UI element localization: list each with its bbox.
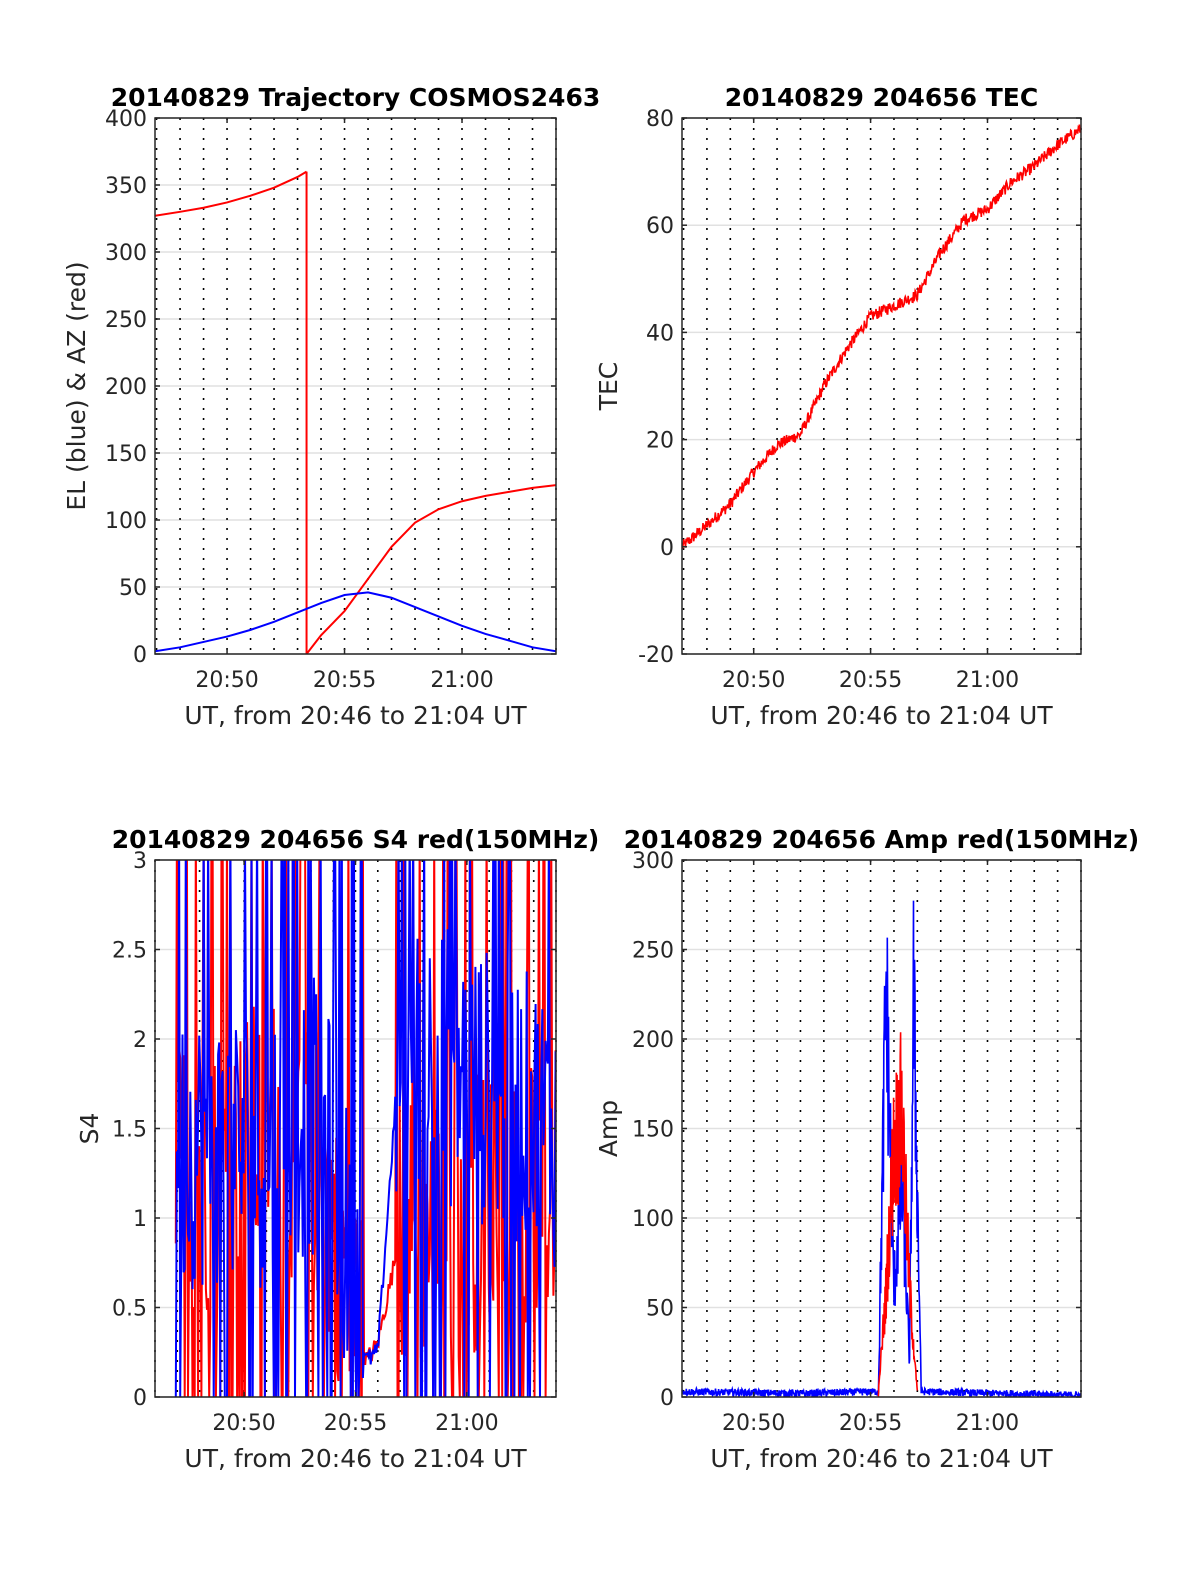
y-tick-label: 50 xyxy=(646,1297,674,1322)
y-tick-label: 50 xyxy=(119,576,147,601)
chart-s4: 0 0.5 1 1.5 2 2.5 3 20:50 20:55 21:00 20140829 204… xyxy=(75,825,600,1473)
y-tick-label: 250 xyxy=(632,939,674,964)
series-line xyxy=(174,860,556,1397)
series-line xyxy=(305,484,556,654)
y-axis-label: EL (blue) & AZ (red) xyxy=(62,261,91,510)
x-tick-label: 20:50 xyxy=(722,668,785,693)
x-tick-label: 20:55 xyxy=(324,1411,387,1436)
y-axis-label: S4 xyxy=(75,1113,104,1145)
x-axis-label: UT, from 20:46 to 21:04 UT xyxy=(710,1444,1053,1473)
y-tick-label: 20 xyxy=(646,429,674,454)
series-line xyxy=(877,1032,919,1397)
x-tick-label: 21:00 xyxy=(956,668,1019,693)
y-tick-label: 0 xyxy=(660,1386,674,1411)
y-tick-label: 0 xyxy=(133,1386,147,1411)
x-axis-label: UT, from 20:46 to 21:04 UT xyxy=(184,701,527,730)
x-axis-label: UT, from 20:46 to 21:04 UT xyxy=(710,701,1053,730)
y-tick-label: 350 xyxy=(105,174,147,199)
y-axis-label: Amp xyxy=(594,1100,623,1157)
x-tick-label: 21:00 xyxy=(956,1411,1019,1436)
chart-amp: 0 50 100 150 200 250 300 20:50 20:55 21:00 2014082… xyxy=(594,825,1139,1473)
y-tick-label: 150 xyxy=(105,442,147,467)
chart-title: 20140829 204656 S4 red(150MHz) xyxy=(112,825,600,854)
x-tick-label: 20:50 xyxy=(195,668,258,693)
y-tick-label: 300 xyxy=(105,241,147,266)
y-tick-label: 400 xyxy=(105,107,147,132)
series-line xyxy=(155,170,308,217)
x-tick-label: 20:50 xyxy=(212,1411,275,1436)
x-tick-label: 20:50 xyxy=(722,1411,785,1436)
x-tick-label: 21:00 xyxy=(435,1411,498,1436)
chart-title: 20140829 204656 TEC xyxy=(725,83,1038,112)
y-tick-label: 0 xyxy=(133,643,147,668)
x-tick-label: 20:55 xyxy=(839,668,902,693)
series-line xyxy=(682,124,1081,549)
y-tick-label: 100 xyxy=(632,1207,674,1232)
chart-title: 20140829 204656 Amp red(150MHz) xyxy=(624,825,1140,854)
y-tick-label: 0.5 xyxy=(112,1297,147,1322)
y-tick-label: 300 xyxy=(632,849,674,874)
y-tick-label: 200 xyxy=(105,375,147,400)
x-axis-label: UT, from 20:46 to 21:04 UT xyxy=(184,1444,527,1473)
y-tick-label: 250 xyxy=(105,308,147,333)
y-axis-label: TEC xyxy=(594,362,623,412)
x-tick-label: 20:55 xyxy=(839,1411,902,1436)
y-tick-label: 40 xyxy=(646,321,674,346)
y-tick-label: 200 xyxy=(632,1028,674,1053)
y-tick-label: 100 xyxy=(105,509,147,534)
chart-title: 20140829 Trajectory COSMOS2463 xyxy=(111,83,601,112)
y-tick-label: 80 xyxy=(646,107,674,132)
y-tick-label: 0 xyxy=(660,536,674,561)
y-tick-label: 150 xyxy=(632,1118,674,1143)
series-line xyxy=(174,860,556,1397)
axes-box xyxy=(681,117,1082,655)
y-tick-label: 1 xyxy=(133,1207,147,1232)
y-tick-label: 3 xyxy=(133,849,147,874)
y-tick-label: 2.5 xyxy=(112,939,147,964)
x-tick-label: 21:00 xyxy=(430,668,493,693)
series-line xyxy=(155,591,556,653)
y-tick-label: 1.5 xyxy=(112,1118,147,1143)
series-line xyxy=(682,900,1081,1397)
x-tick-label: 20:55 xyxy=(313,668,376,693)
y-tick-label: -20 xyxy=(638,643,674,668)
y-tick-label: 2 xyxy=(133,1028,147,1053)
chart-tec: -20 0 20 40 60 80 20:50 20:55 21:00 20140829 2046… xyxy=(594,83,1082,730)
y-tick-label: 60 xyxy=(646,214,674,239)
chart-trajectory: 0 50 100 150 200 250 300 350 400 20:50 20:55 21:00 2… xyxy=(62,83,600,730)
